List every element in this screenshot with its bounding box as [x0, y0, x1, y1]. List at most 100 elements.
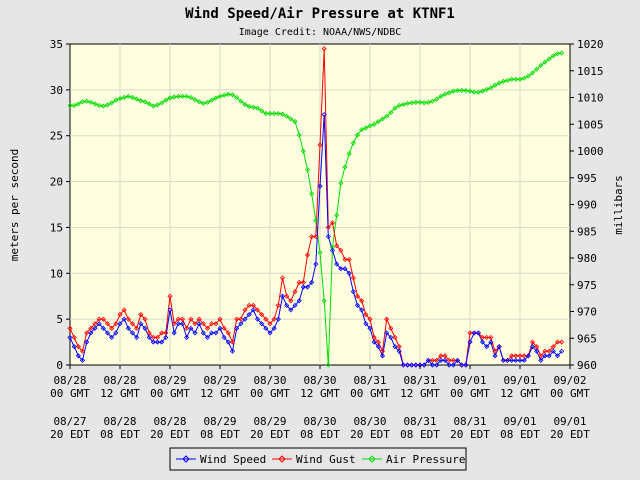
wind-gust-point: [292, 289, 298, 295]
air-pressure-point: [367, 123, 373, 129]
wind-speed-point: [409, 362, 415, 368]
wind-gust-point: [259, 311, 265, 318]
air-pressure-point: [488, 85, 494, 91]
wind-speed-point: [192, 330, 198, 336]
air-pressure-point: [354, 132, 361, 138]
right-tick-label: 960: [577, 359, 597, 372]
right-tick-label: 980: [577, 252, 597, 265]
air-pressure-point: [400, 101, 406, 108]
wind-gust-point: [513, 353, 519, 359]
air-pressure-point: [404, 100, 411, 106]
wind-gust-point: [321, 46, 327, 52]
wind-speed-point: [104, 330, 111, 336]
left-tick-label: 25: [50, 130, 63, 143]
legend-wind-speed-label: Wind Speed: [200, 453, 266, 466]
wind-gust-point: [104, 321, 111, 327]
wind-speed-point: [454, 357, 461, 363]
wind-gust-point: [200, 321, 206, 327]
air-pressure-point: [154, 102, 161, 108]
air-pressure-point: [542, 59, 548, 65]
wind-speed-point: [367, 325, 373, 331]
wind-speed-point: [559, 348, 565, 354]
air-pressure-point: [442, 91, 448, 97]
air-pressure-point: [238, 98, 244, 104]
wind-speed-point: [304, 284, 311, 290]
air-pressure-point: [134, 96, 140, 102]
air-pressure-point: [500, 78, 506, 85]
wind-gust-point: [467, 330, 473, 336]
air-pressure-point: [109, 100, 115, 106]
x-tick-edt-date: 08/31: [403, 415, 436, 428]
x-tick-edt-time: 20 EDT: [250, 428, 290, 441]
wind-gust-point: [384, 316, 390, 322]
wind-speed-point: [450, 362, 456, 368]
wind-speed-point: [242, 316, 248, 322]
air-pressure-point: [159, 100, 165, 106]
wind-gust-point: [434, 357, 440, 363]
wind-gust-point: [175, 316, 181, 322]
wind-speed-point: [300, 284, 306, 290]
air-pressure-point: [429, 98, 436, 104]
wind-gust-point: [271, 316, 277, 322]
wind-speed-point: [492, 353, 498, 359]
wind-speed-point: [521, 357, 527, 363]
wind-speed-point: [321, 112, 327, 118]
wind-speed-point: [500, 357, 506, 363]
wind-speed-point: [79, 357, 86, 363]
wind-speed-point: [246, 311, 252, 318]
left-axis-label: meters per second: [8, 149, 21, 262]
air-pressure-point: [529, 70, 536, 76]
wind-speed-point: [67, 334, 73, 341]
gridlines: [70, 44, 570, 365]
x-tick-gmt-time: 12 GMT: [300, 387, 340, 400]
air-pressure-point: [525, 73, 531, 79]
wind-speed-point: [325, 234, 331, 240]
wind-speed-point: [488, 339, 494, 345]
legend-box: [169, 447, 467, 471]
x-tick-gmt-date: 08/28: [103, 374, 136, 387]
right-tick-label: 995: [577, 172, 597, 185]
x-tick-gmt-time: 00 GMT: [350, 387, 390, 400]
x-tick-gmt-time: 00 GMT: [450, 387, 490, 400]
x-tick-gmt-time: 00 GMT: [550, 387, 590, 400]
air-pressure-point: [121, 94, 127, 101]
air-pressure-point: [363, 125, 369, 131]
air-pressure-point: [167, 95, 173, 101]
x-tick-gmt-date: 08/28: [53, 374, 86, 387]
x-tick-gmt-date: 08/29: [203, 374, 236, 387]
wind-gust-point: [325, 224, 331, 230]
x-tick-gmt-date: 08/29: [153, 374, 186, 387]
wind-speed-point: [288, 307, 294, 313]
air-pressure-point: [179, 93, 186, 99]
air-pressure-point: [104, 102, 111, 108]
wind-speed-point: [129, 330, 136, 336]
air-pressure-point: [138, 98, 144, 104]
wind-gust-point: [184, 325, 190, 331]
wind-gust-point: [488, 334, 494, 341]
wind-speed-point: [459, 362, 465, 368]
wind-speed-point: [117, 321, 123, 327]
wind-speed-point: [146, 334, 152, 341]
air-pressure-point: [200, 100, 206, 106]
wind-gust-point: [363, 311, 369, 318]
wind-gust-point: [300, 279, 306, 286]
wind-speed-point: [479, 339, 486, 345]
wind-speed-point: [134, 334, 140, 341]
wind-gust-point: [521, 353, 527, 359]
air-pressure-point: [229, 92, 236, 98]
wind-speed-point: [434, 362, 440, 368]
wind-speed-point: [254, 316, 261, 322]
air-pressure-point: [321, 298, 327, 304]
air-pressure-point: [554, 51, 561, 57]
wind-speed-point: [404, 362, 411, 368]
right-tick-label: 1010: [577, 92, 604, 105]
wind-gust-point: [146, 330, 152, 336]
x-tick-gmt-date: 09/01: [503, 374, 536, 387]
air-pressure-point: [371, 121, 377, 127]
air-pressure-point: [325, 362, 331, 368]
air-pressure-point: [350, 140, 356, 146]
right-tick-label: 1015: [577, 65, 604, 78]
wind-gust-point: [71, 334, 77, 341]
air-pressure-point: [379, 116, 386, 122]
